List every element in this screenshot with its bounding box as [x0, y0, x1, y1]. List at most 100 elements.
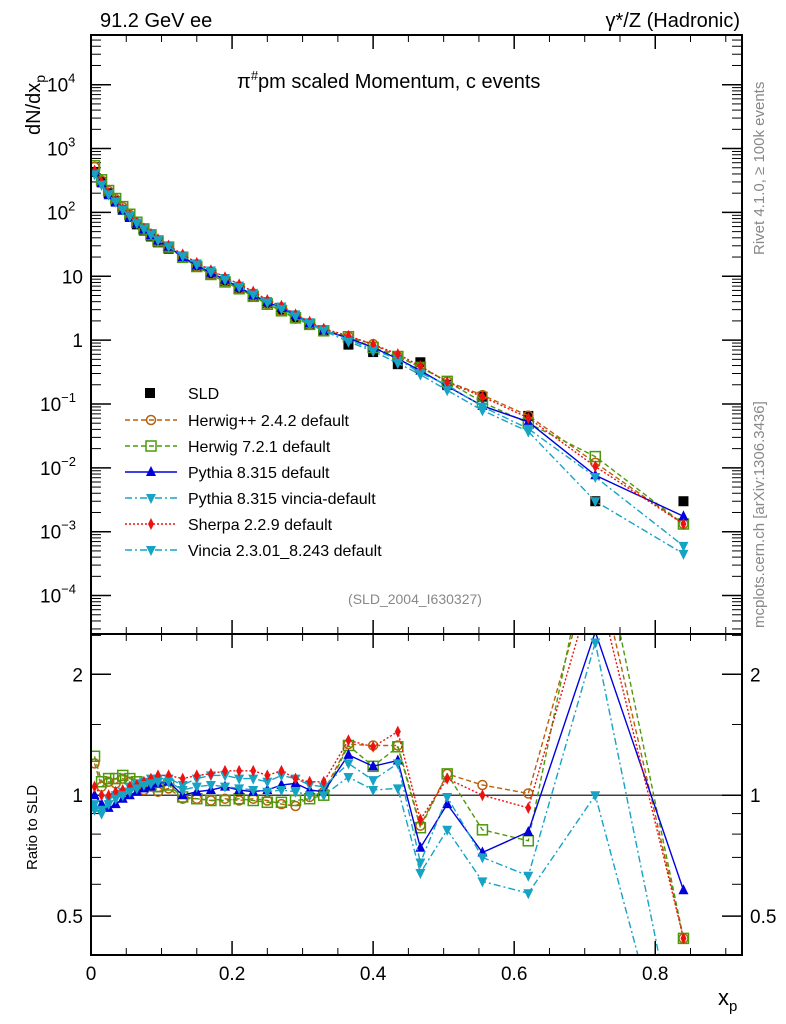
series-5-ratio-point [278, 764, 285, 777]
series-2-ratio-point [205, 794, 217, 807]
series-4-ratio-point [177, 781, 188, 792]
series-6-ratio-point [523, 889, 534, 900]
y-tick-label: 103 [47, 135, 75, 161]
series-6-point [163, 242, 174, 253]
series-6-point [205, 268, 216, 279]
x-tick-label: 0 [86, 964, 97, 985]
series-6-point [177, 252, 188, 263]
series-5-ratio-point [345, 734, 352, 747]
y-tick-label: 1 [72, 331, 83, 352]
series-3-ratio-point [368, 760, 379, 771]
series-6-ratio-point [131, 784, 142, 795]
series-6-ratio-point [276, 786, 287, 797]
series-6-ratio-point [191, 782, 202, 793]
series-3-ratio-point [96, 798, 107, 809]
series-6-point [110, 197, 121, 208]
series-4-point [590, 472, 601, 483]
series-4-ratio-point [343, 759, 354, 770]
series-2-ratio-point [476, 824, 489, 836]
series-6-point [145, 230, 156, 241]
series-6-point [304, 319, 315, 330]
ratio-tick-label: 0.5 [57, 907, 83, 928]
series-5-point [394, 348, 401, 361]
series-4-ratio-point [368, 776, 379, 787]
x-tick-label: 0.8 [642, 964, 668, 985]
series-3-ratio-line [93, 634, 685, 891]
series-2-ratio-point [91, 750, 101, 763]
series-3-ratio-point [91, 789, 100, 800]
legend-label: Pythia 8.315 vincia-default [188, 491, 376, 508]
ratio-tick-label-right: 0.5 [750, 907, 776, 928]
rivet-label: Rivet 4.1.0, ≥ 100k events [751, 82, 768, 255]
x-axis-label: xp [718, 985, 737, 1015]
series-6-ratio-point [117, 791, 128, 802]
legend-label: Sherpa 2.2.9 default [188, 517, 333, 534]
series-2-ratio-point [95, 776, 108, 788]
x-tick-label: 0.4 [360, 964, 387, 985]
legend-marker [146, 546, 156, 556]
series-6-point [117, 205, 128, 216]
series-6-ratio-point [234, 784, 245, 795]
series-5-point [680, 517, 687, 530]
series-6-point [153, 236, 164, 247]
y-tick-label: 10−3 [40, 518, 76, 544]
y-tick-label: 102 [47, 198, 75, 224]
series-6-point [318, 326, 329, 337]
series-6-ratio-point [343, 772, 354, 783]
series-2-ratio-point [109, 772, 122, 785]
series-5-ratio-point [179, 772, 186, 785]
series-6-point [343, 337, 354, 348]
series-6-point [442, 386, 453, 397]
series-5-ratio-point [236, 764, 243, 777]
ratio-tick-label: 1 [72, 786, 83, 807]
legend-marker [145, 440, 157, 452]
series-3-ratio-point [442, 798, 453, 809]
series-5-ratio-point [193, 769, 200, 782]
series-5-ratio-point [444, 772, 451, 785]
ratio-tick-label-right: 2 [750, 665, 761, 686]
series-6-ratio-point [124, 787, 135, 798]
series-6-point [131, 219, 142, 230]
y-axis-label: dN/dxp [23, 75, 48, 135]
series-6-point [368, 347, 379, 358]
series-5-point [444, 376, 451, 389]
series-6-ratio-point [368, 786, 379, 797]
series-3-ratio-point [523, 825, 534, 836]
series-6-ratio-point [262, 787, 273, 798]
plot-title: π#pm scaled Momentum, c events [237, 68, 540, 93]
series-3-point [678, 510, 689, 521]
series-6-ratio-point [477, 877, 488, 888]
legend-marker [146, 466, 156, 476]
ratio-frame [90, 633, 743, 956]
series-5-point [417, 360, 424, 373]
series-5-ratio-point [91, 780, 98, 793]
x-tick-label: 0.2 [219, 964, 245, 985]
y-tick-label: 10−2 [40, 454, 76, 480]
series-4-ratio-point [392, 759, 403, 770]
series-6-point [523, 427, 534, 438]
series-5-ratio-point [320, 775, 327, 788]
legend-label: Herwig++ 2.4.2 default [188, 413, 350, 430]
series-5-point [525, 411, 532, 424]
ratio-axis-label: Ratio to SLD [24, 785, 41, 870]
series-2-ratio-point [116, 769, 129, 782]
series-2-ratio-point [392, 741, 404, 753]
series-3-ratio-point [678, 884, 689, 895]
watermark: (SLD_2004_I630327) [348, 591, 482, 607]
series-5-ratio-point [207, 767, 214, 780]
y-tick-label: 10−1 [40, 390, 76, 416]
series-6-ratio-point [91, 805, 100, 816]
series-5-ratio-point [417, 813, 424, 826]
series-6-point [262, 298, 273, 309]
energy-label: 91.2 GeV ee [100, 10, 212, 32]
series-6-point [220, 275, 231, 286]
series-6-ratio-point [96, 809, 107, 820]
series-6-ratio-point [220, 782, 231, 793]
legend-label: Herwig 7.2.1 default [188, 439, 331, 456]
series-6-point [124, 212, 135, 223]
series-6-ratio-point [442, 825, 453, 836]
series-4-ratio-point [415, 858, 426, 869]
series-5-point [592, 460, 599, 473]
sld-data-point [678, 496, 689, 507]
